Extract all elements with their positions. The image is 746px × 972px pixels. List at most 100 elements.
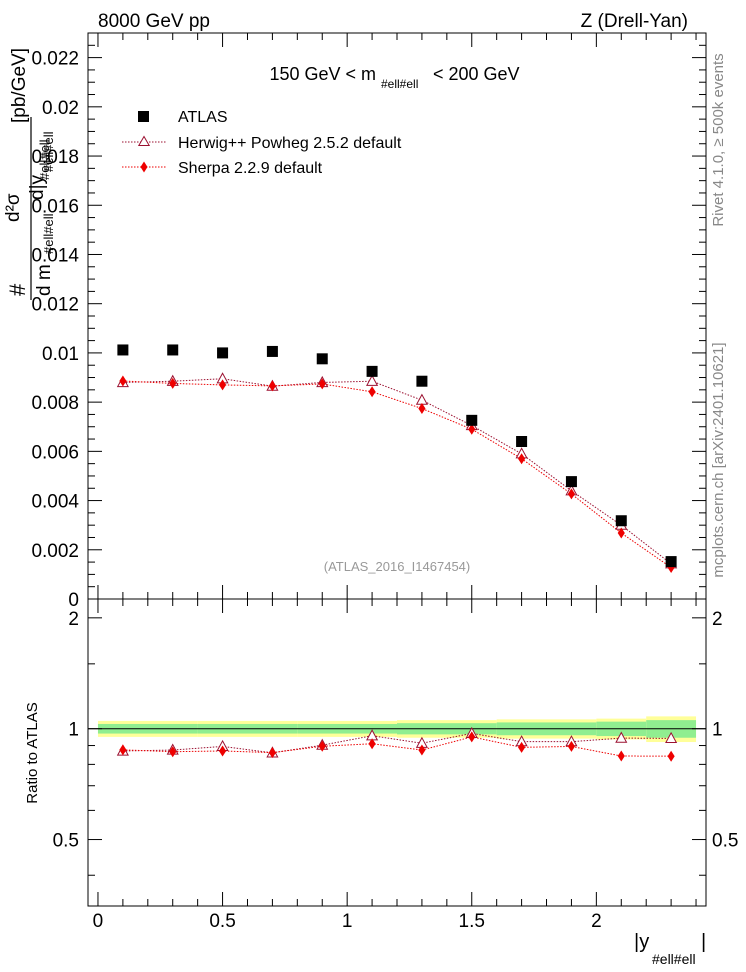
y-label-numerator: d²σ (3, 193, 24, 222)
y-tick-label: 0.022 (31, 49, 79, 70)
herwig-ratio-point (615, 731, 628, 743)
x-tick-label: 0 (93, 911, 104, 932)
herwig-point (415, 393, 428, 405)
legend-marker-herwig (137, 135, 151, 146)
atlas-point (167, 344, 179, 356)
sherpa-ratio-point (119, 744, 127, 756)
herwig-series-line (122, 378, 672, 565)
main-plot-panel: 0 0.002 0.004 0.006 0.008 0.01 0.012 0.014 0.016… (31, 32, 707, 611)
sherpa-series-line (122, 380, 672, 568)
sherpa-ratio-point (368, 738, 376, 750)
atlas-point (217, 347, 229, 359)
sherpa-ratio-point (218, 745, 227, 757)
y-tick-label: 0.002 (31, 541, 79, 562)
header-right: Z (Drell-Yan) (581, 11, 688, 32)
ratio-frame (87, 598, 707, 907)
y-tick-label: 0.02 (42, 98, 79, 119)
sherpa-ratio-line (122, 736, 672, 757)
plot-title-post: < 200 GeV (433, 64, 520, 84)
sherpa-ratio-point (518, 741, 526, 753)
atlas-point (466, 414, 478, 426)
atlas-point (117, 344, 129, 356)
sherpa-point (617, 527, 625, 539)
y-tick-label: 0 (68, 590, 79, 611)
atlas-point (416, 375, 428, 387)
herwig-ratio-point (665, 731, 678, 744)
sherpa-ratio-point (169, 746, 177, 758)
sherpa-point (468, 423, 476, 435)
y-tick-label: 0.006 (31, 442, 79, 463)
atlas-point (366, 365, 378, 377)
y-tick-label: 0.018 (31, 147, 79, 168)
legend-label-herwig: Herwig++ Powheg 2.5.2 default (178, 135, 402, 152)
ratio-y-tick-label: 0.5 (53, 831, 79, 852)
sherpa-point (518, 453, 526, 465)
y-tick-label: 0.016 (31, 196, 79, 217)
x-tick-label: 1 (342, 911, 353, 932)
ratio-plot-panel: 0.5 0.5 1 1 2 2 0 0.5 1 1.5 2 (53, 598, 738, 932)
x-axis-label: |y #ell#ell | (634, 931, 706, 967)
herwig-ratio-line (122, 732, 672, 754)
x-tick-label: 0.5 (209, 911, 235, 932)
atlas-point (266, 345, 278, 357)
sherpa-ratio-point (418, 744, 426, 756)
herwig-point (366, 374, 379, 386)
sherpa-point (567, 488, 576, 500)
sherpa-point (368, 386, 376, 398)
sherpa-point (169, 377, 177, 389)
sherpa-ratio-point (567, 740, 576, 752)
y-tick-label: 0.014 (31, 245, 79, 266)
sherpa-point (218, 379, 227, 391)
legend-label-atlas: ATLAS (178, 109, 228, 126)
y-tick-label: 0.01 (42, 344, 79, 365)
legend: ATLAS Herwig++ Powheg 2.5.2 default Sher… (122, 109, 402, 177)
atlas-point (665, 556, 677, 568)
atlas-point (316, 353, 328, 365)
x-label-sub: #ell#ell (652, 951, 696, 967)
x-tick-label: 2 (591, 911, 602, 932)
sherpa-ratio-point (318, 740, 326, 752)
y-label-denominator: d m (34, 264, 55, 296)
y-label-sub2: #ell#ell (41, 131, 56, 172)
analysis-watermark: (ATLAS_2016_I1467454) (324, 559, 470, 574)
y-tick-label: 0.004 (31, 492, 79, 513)
sherpa-point (119, 375, 127, 387)
ratio-y-tick-label: 1 (68, 720, 79, 741)
atlas-point (615, 515, 627, 527)
x-label-main: |y (634, 931, 649, 953)
sherpa-ratio-point (468, 731, 476, 743)
y-tick-label: 0.008 (31, 393, 79, 414)
ratio-y-tick-label-right: 0.5 (712, 831, 738, 852)
legend-marker-atlas (138, 111, 149, 122)
sherpa-ratio-point (667, 750, 675, 762)
legend-label-sherpa: Sherpa 2.2.9 default (178, 160, 323, 177)
sherpa-point (268, 380, 276, 392)
ratio-y-label: Ratio to ATLAS (24, 702, 41, 803)
sherpa-ratio-point (268, 747, 276, 759)
rivet-label: Rivet 4.1.0, ≥ 500k events (710, 53, 727, 226)
y-label-sub1: #ell#ell (41, 213, 56, 254)
atlas-point (565, 476, 577, 488)
y-label-overlap: #ell#ell (37, 139, 52, 180)
x-label-end: | (701, 931, 706, 953)
mcplots-label: mcplots.cern.ch [arXiv:2401.10621] (710, 342, 727, 577)
y-axis-label: # d²σ d m #ell#ell d|y #ell#ell #ell#ell… (3, 48, 56, 300)
plot-title-sub: #ell#ell (381, 77, 418, 91)
sherpa-ratio-point (617, 750, 625, 762)
plot-title-pre: 150 GeV < m (269, 64, 376, 84)
legend-marker-sherpa (140, 161, 148, 173)
sherpa-point (418, 403, 426, 415)
ratio-y-tick-label-right: 1 (712, 720, 723, 741)
plot-title: 150 GeV < m #ell#ell < 200 GeV (269, 64, 519, 91)
ratio-y-tick-label: 2 (68, 609, 79, 630)
sherpa-point (318, 378, 326, 390)
atlas-point (516, 436, 528, 448)
y-label-unit: [pb/GeV] (9, 48, 30, 123)
ratio-y-tick-label-right: 2 (712, 609, 723, 630)
y-tick-label: 0.012 (31, 295, 79, 316)
x-tick-label: 1.5 (459, 911, 485, 932)
y-label-hash: # (5, 283, 30, 296)
y-label-dy: d|y (27, 174, 48, 200)
header-left: 8000 GeV pp (98, 11, 210, 32)
